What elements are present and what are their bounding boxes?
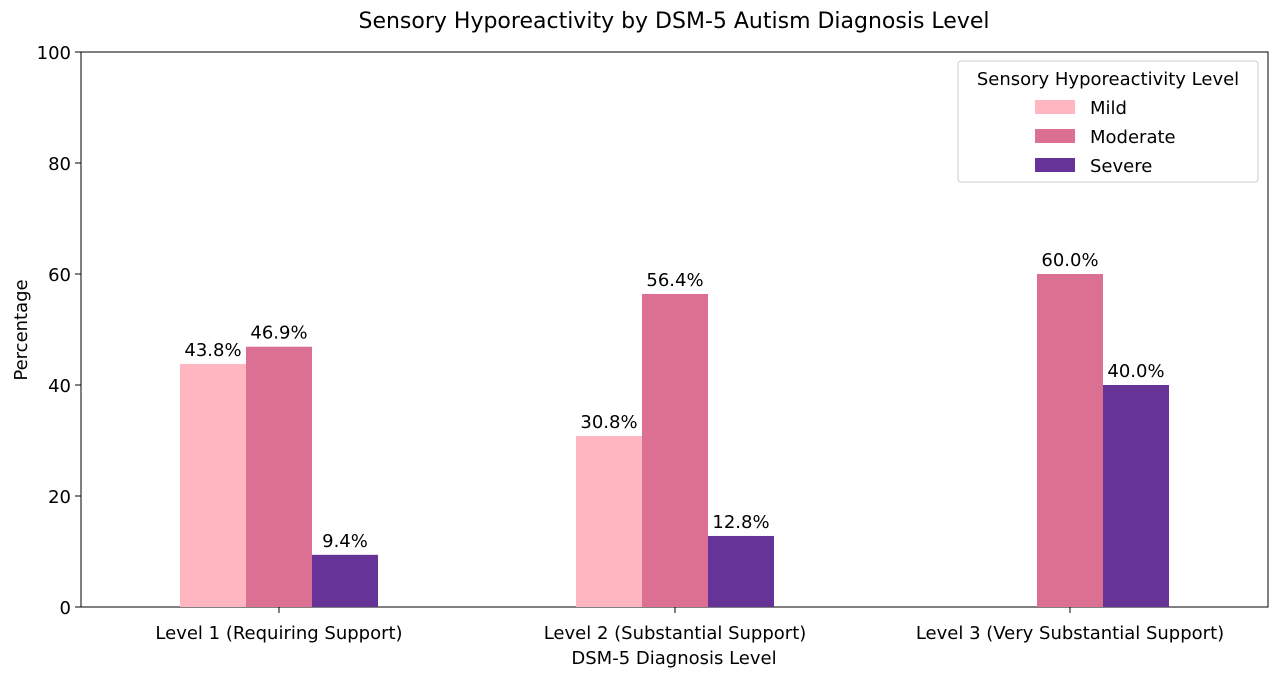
bar-data-label: 43.8% bbox=[184, 340, 241, 361]
y-axis-label: Percentage bbox=[11, 279, 32, 380]
bar-data-label: 30.8% bbox=[580, 412, 637, 433]
y-tick-label: 60 bbox=[48, 265, 71, 286]
x-tick-label: Level 3 (Very Substantial Support) bbox=[916, 623, 1224, 644]
legend-title: Sensory Hyporeactivity Level bbox=[977, 69, 1239, 90]
legend-swatch-severe bbox=[1035, 158, 1075, 172]
bar-moderate bbox=[246, 346, 312, 607]
bar-data-label: 46.9% bbox=[250, 323, 307, 344]
bar-data-label: 12.8% bbox=[712, 512, 769, 533]
bar-severe bbox=[708, 535, 774, 607]
bar-mild bbox=[180, 363, 246, 607]
bar-mild bbox=[576, 436, 642, 607]
legend-items: Mild Moderate Severe bbox=[1035, 98, 1176, 177]
y-tick-label: 20 bbox=[48, 487, 71, 508]
x-axis: Level 1 (Requiring Support) Level 2 (Subs… bbox=[155, 607, 1224, 644]
legend-label: Mild bbox=[1090, 98, 1127, 119]
bar-moderate bbox=[1037, 274, 1103, 607]
bar-data-label: 56.4% bbox=[646, 270, 703, 291]
x-tick-label: Level 2 (Substantial Support) bbox=[544, 623, 807, 644]
x-axis-label: DSM-5 Diagnosis Level bbox=[571, 648, 776, 669]
bar-data-label: 60.0% bbox=[1041, 250, 1098, 271]
bar-data-label: 40.0% bbox=[1107, 361, 1164, 382]
legend-label: Severe bbox=[1090, 156, 1152, 177]
legend: Sensory Hyporeactivity Level Mild Moderat… bbox=[957, 60, 1259, 183]
y-tick-label: 0 bbox=[60, 598, 71, 619]
legend-swatch-moderate bbox=[1035, 129, 1075, 143]
chart-title: Sensory Hyporeactivity by DSM-5 Autism D… bbox=[358, 9, 989, 34]
bar-severe bbox=[312, 554, 378, 607]
legend-label: Moderate bbox=[1090, 127, 1176, 148]
x-tick-label: Level 1 (Requiring Support) bbox=[155, 623, 402, 644]
y-tick-label: 80 bbox=[48, 154, 71, 175]
bar-data-label: 9.4% bbox=[322, 531, 368, 552]
y-tick-label: 40 bbox=[48, 376, 71, 397]
bars-group bbox=[180, 274, 1169, 607]
bar-labels-group: 43.8% 30.8% 46.9% 56.4% 60.0% 9.4% 12.8% 40.0% bbox=[184, 250, 1164, 552]
bar-severe bbox=[1103, 385, 1169, 607]
y-axis: 0 20 40 60 80 100 bbox=[37, 43, 81, 619]
bar-moderate bbox=[642, 293, 708, 607]
legend-box bbox=[957, 60, 1259, 183]
y-tick-label: 100 bbox=[37, 43, 71, 64]
legend-swatch-mild bbox=[1035, 100, 1075, 114]
